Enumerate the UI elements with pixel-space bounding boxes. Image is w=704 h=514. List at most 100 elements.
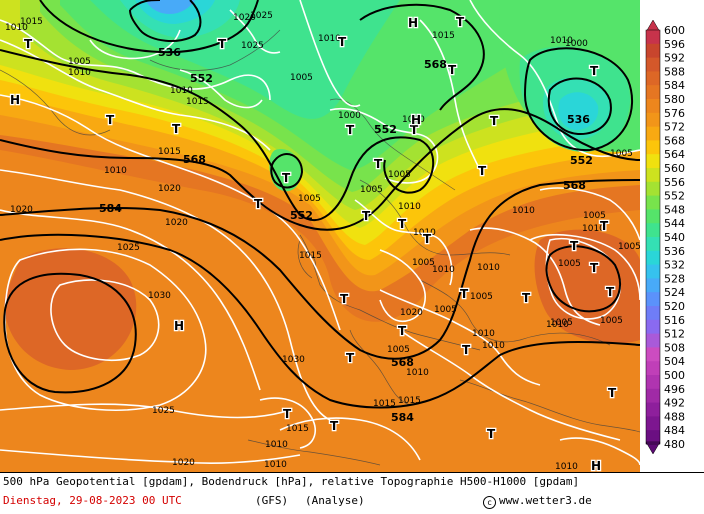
geo-label: 536 [567,113,590,126]
legend-swatch [646,99,660,114]
pressure-label: 1015 [432,31,455,41]
legend-label: 564 [664,148,685,161]
pressure-label: 1005 [618,242,640,252]
low-pressure-center: T [254,197,263,211]
low-pressure-center: T [338,35,347,49]
legend-swatch [646,43,660,59]
geo-label: 568 [183,153,206,166]
low-pressure-center: T [590,261,599,275]
legend-label: 516 [664,314,685,327]
pressure-label: 1010 [104,166,127,176]
pressure-label: 1005 [412,258,435,268]
legend-swatch [646,388,660,404]
low-pressure-center: T [398,324,407,338]
legend-border [645,29,661,445]
low-pressure-center: T [374,157,383,171]
pressure-label: 1015 [186,97,209,107]
pressure-label: 1025 [152,406,175,416]
date-line: Dienstag, 29-08-2023 00 UTC [3,494,182,507]
low-pressure-center: T [487,427,496,441]
low-pressure-center: T [522,291,531,305]
legend-swatch [646,319,660,335]
high-pressure-center: H [174,319,184,333]
credit[interactable]: c www.wetter3.de [483,494,592,509]
legend-label: 560 [664,162,685,175]
low-pressure-center: T [362,209,371,223]
legend-label: 580 [664,93,685,106]
footer: 500 hPa Geopotential [gpdam], Bodendruck… [0,472,704,514]
legend-label: 508 [664,341,685,354]
legend-label: 588 [664,65,685,78]
pressure-label: 1010 [512,206,535,216]
pressure-label: 1005 [583,211,606,221]
pressure-label: 1010 [482,341,505,351]
pressure-label: 1005 [600,316,623,326]
legend-label: 540 [664,231,685,244]
legend-label: 480 [664,438,685,451]
map-title: 500 hPa Geopotential [gpdam], Bodendruck… [3,475,580,488]
geo-label: 552 [570,154,593,167]
pressure-label: 1005 [550,318,573,328]
legend-label: 556 [664,176,685,189]
low-pressure-center: T [462,343,471,357]
pressure-label: 1010 [472,329,495,339]
pressure-label: 1005 [360,185,383,195]
legend-swatch [646,112,660,128]
low-pressure-center: T [106,113,115,127]
pressure-label: 1010 [170,86,193,96]
legend-swatches [645,19,661,455]
pressure-label: 1010 [265,440,288,450]
pressure-label: 1015 [373,399,396,409]
pressure-label: 1005 [610,149,633,159]
legend-label: 536 [664,245,685,258]
high-pressure-center: H [10,93,20,107]
pressure-label: 1010 [264,460,287,470]
pressure-label: 1005 [558,259,581,269]
geo-label: 552 [190,72,213,85]
legend-label: 524 [664,286,685,299]
low-pressure-center: T [478,164,487,178]
legend-swatch [646,333,660,348]
pressure-labels: 1010 1015 1025 1005 1010 1010 1015 1020 … [5,11,640,472]
legend-arrow-bottom [645,441,661,455]
geopotential-contours [0,0,640,409]
pressure-label: 1020 [172,458,195,468]
legend-swatch [646,278,660,293]
legend-label: 488 [664,410,685,423]
legend-swatch [646,292,660,307]
pressure-label: 1005 [298,194,321,204]
low-pressure-center: T [283,407,292,421]
legend-swatch [646,195,660,210]
legend-swatch [646,223,660,238]
legend-label: 532 [664,259,685,272]
coastlines [0,29,640,466]
pressure-label: 1015 [158,147,181,157]
pressure-label: 1010 [432,265,455,275]
pressure-label: 1025 [117,243,140,253]
geo-label: 568 [391,356,414,369]
weather-map: 536 552 568 584 552 568 536 552 568 552 … [0,0,640,472]
legend-swatch [646,402,660,417]
analysis-label: (Analyse) [305,494,365,507]
legend-label: 512 [664,328,685,341]
isobars [0,0,640,466]
pressure-label: 1020 [10,205,33,215]
high-pressure-center: H [408,16,418,30]
low-pressure-center: T [218,37,227,51]
low-pressure-center: T [460,287,469,301]
pressure-label: 1030 [148,291,171,301]
pressure-label: 1010 [318,34,341,44]
low-pressure-center: T [346,351,355,365]
geo-label: 552 [290,209,313,222]
low-pressure-center: T [330,419,339,433]
pressure-label: 1005 [290,73,313,83]
pressure-label: 1005 [388,170,411,180]
legend-label: 520 [664,300,685,313]
legend-label: 568 [664,134,685,147]
legend-label: 596 [664,38,685,51]
credit-url: www.wetter3.de [499,494,592,507]
low-pressure-center: T [570,239,579,253]
copyright-icon: c [483,496,496,509]
pressure-label: 1015 [286,424,309,434]
